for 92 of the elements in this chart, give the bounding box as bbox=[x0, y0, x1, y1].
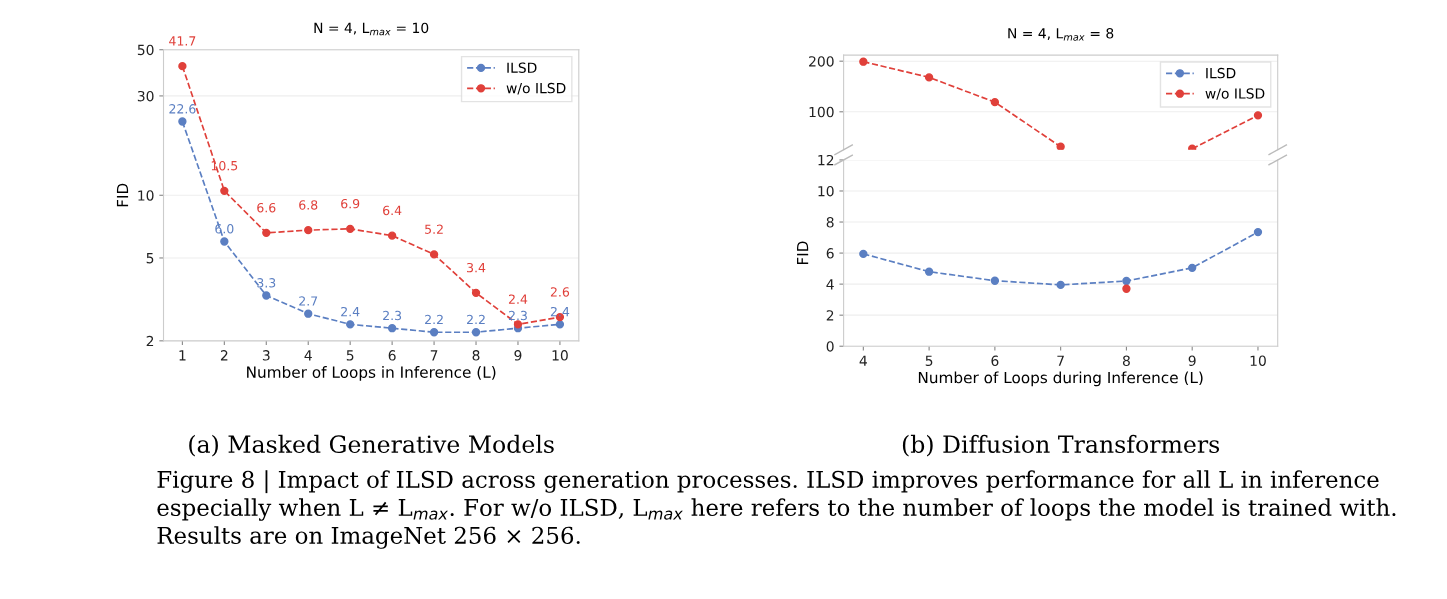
point bbox=[1056, 142, 1065, 150]
data-label: 41.7 bbox=[169, 36, 196, 46]
y-tick-label: 200 bbox=[809, 56, 834, 67]
x-tick-label: 5 bbox=[346, 350, 354, 361]
x-axis-title: Number of Loops in Inference (L) bbox=[247, 366, 496, 381]
y-tick-label: 2 bbox=[146, 335, 154, 347]
point bbox=[1253, 227, 1263, 237]
point bbox=[346, 224, 355, 234]
data-label: 2.2 bbox=[425, 314, 443, 325]
data-label: 3.4 bbox=[467, 262, 486, 273]
point bbox=[429, 328, 439, 337]
x-tick-label: 4 bbox=[304, 350, 312, 361]
chart-title: N = 4, L$_{max}$ = 8 bbox=[1008, 28, 1114, 41]
data-label: 22.6 bbox=[169, 104, 196, 114]
point bbox=[1253, 111, 1263, 120]
y-tick-label: 10 bbox=[818, 185, 834, 197]
point bbox=[1122, 276, 1131, 286]
y-tick-label: 50 bbox=[137, 44, 154, 56]
y-axis-title: FID bbox=[116, 183, 129, 207]
data-label: 6.8 bbox=[299, 200, 318, 210]
data-label: 2.4 bbox=[508, 294, 528, 304]
legend-label: w/o ILSD bbox=[1205, 88, 1265, 100]
y-tick-label: 100 bbox=[809, 106, 834, 118]
y-tick-label: 0 bbox=[826, 341, 834, 352]
x-tick-label: 1 bbox=[179, 350, 186, 361]
point bbox=[555, 320, 565, 329]
data-label: 6.4 bbox=[383, 205, 402, 216]
y-tick-label: 2 bbox=[826, 310, 834, 321]
x-tick-label: 9 bbox=[514, 350, 522, 361]
data-label: 2.2 bbox=[467, 314, 485, 325]
x-tick-label: 10 bbox=[1250, 355, 1266, 366]
y-tick-label: 6 bbox=[826, 248, 834, 259]
data-label: 5.2 bbox=[425, 224, 443, 234]
x-tick-label: 7 bbox=[430, 350, 438, 361]
x-tick-label: 4 bbox=[859, 355, 867, 366]
y-tick-label: 12 bbox=[818, 154, 834, 166]
point bbox=[178, 61, 187, 71]
point bbox=[387, 324, 397, 333]
point bbox=[924, 267, 934, 276]
data-label: 2.6 bbox=[550, 287, 570, 297]
y-tick-label: 5 bbox=[146, 253, 154, 264]
text: (a) Masked Generative Models bbox=[189, 434, 554, 457]
x-tick-label: 5 bbox=[925, 355, 933, 366]
point bbox=[471, 288, 481, 298]
data-label: 2.3 bbox=[383, 310, 402, 321]
x-tick-label: 6 bbox=[991, 355, 999, 366]
x-tick-label: 6 bbox=[388, 350, 396, 361]
point bbox=[262, 291, 271, 300]
data-label: 3.3 bbox=[257, 278, 276, 288]
legend-label: ILSD bbox=[1206, 67, 1236, 79]
x-axis-title: Number of Loops during Inference (L) bbox=[918, 371, 1203, 387]
data-label: 2.3 bbox=[508, 310, 527, 321]
point bbox=[859, 249, 868, 259]
data-label: 6.6 bbox=[257, 202, 276, 213]
x-tick-label: 3 bbox=[262, 350, 270, 361]
x-tick-label: 8 bbox=[1122, 355, 1130, 366]
point bbox=[859, 57, 868, 66]
point bbox=[262, 228, 271, 238]
y-tick-label: 10 bbox=[138, 190, 154, 201]
data-label: 2.7 bbox=[299, 296, 318, 306]
point bbox=[471, 328, 481, 337]
point bbox=[1056, 280, 1065, 290]
text: (b) Diffusion Transformers bbox=[902, 434, 1220, 457]
point bbox=[304, 225, 313, 235]
x-tick-label: 7 bbox=[1057, 355, 1064, 366]
point bbox=[178, 117, 187, 126]
x-tick-label: 8 bbox=[472, 350, 480, 361]
y-axis-title: FID bbox=[797, 241, 809, 265]
point bbox=[924, 73, 934, 82]
point bbox=[220, 237, 229, 246]
data-label: 6.9 bbox=[341, 198, 360, 209]
y-tick-label: 30 bbox=[137, 90, 154, 102]
point bbox=[990, 276, 1000, 285]
y-tick-label: 8 bbox=[826, 217, 834, 228]
point bbox=[429, 250, 439, 259]
chart-title: N = 4, L$_{max}$ = 10 bbox=[314, 22, 429, 36]
point bbox=[990, 98, 1000, 107]
point bbox=[304, 309, 313, 318]
legend-label: ILSD bbox=[507, 62, 537, 73]
point bbox=[387, 231, 397, 240]
data-label: 2.4 bbox=[341, 306, 360, 317]
point bbox=[1188, 263, 1197, 272]
data-label: 10.5 bbox=[211, 160, 238, 171]
x-tick-label: 10 bbox=[552, 350, 568, 361]
legend-label: w/o ILSD bbox=[506, 82, 566, 95]
point bbox=[220, 186, 229, 196]
point bbox=[346, 320, 355, 329]
x-tick-label: 9 bbox=[1188, 355, 1196, 366]
data-label: 2.4 bbox=[550, 306, 570, 317]
y-tick-label: 4 bbox=[826, 279, 834, 290]
text: Figure 8 | Impact of ILSD across generation processes. ILSD improves performance for all L in inference especially when L ≠ L$_{max}$. For w/o ILSD, L$_{max}$ here refers to the number of loops the model is trained with. Results are on ImageNet 256 × 256. bbox=[157, 470, 1396, 549]
x-tick-label: 2 bbox=[220, 350, 228, 361]
